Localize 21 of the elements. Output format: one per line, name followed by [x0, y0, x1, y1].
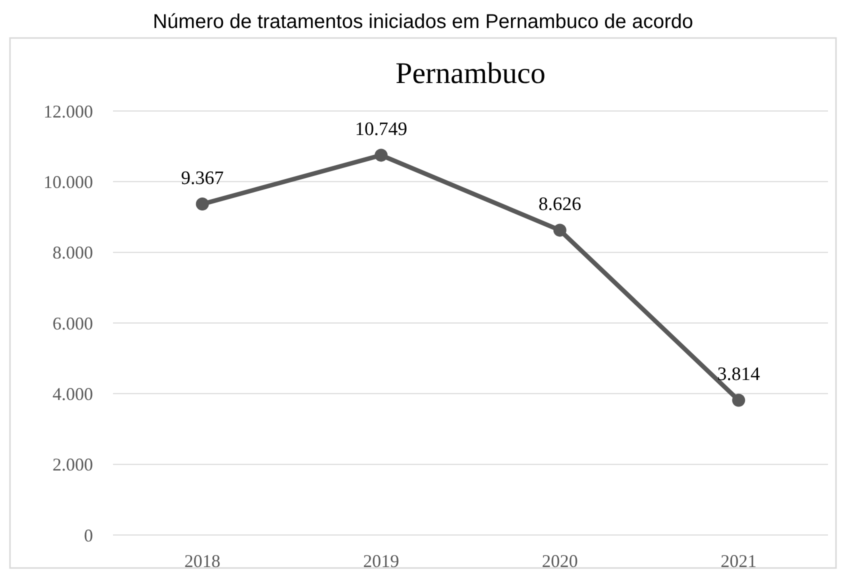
x-tick-label: 2020 [542, 551, 578, 571]
y-tick-label: 10.000 [44, 172, 93, 192]
y-tick-label: 4.000 [52, 384, 93, 404]
data-label: 8.626 [538, 194, 582, 216]
point [732, 394, 746, 407]
data-label: 10.749 [355, 119, 408, 140]
y-tick-label: 2.000 [52, 454, 93, 475]
y-tick-label: 8.000 [52, 242, 93, 263]
y-tick-label: 6.000 [52, 313, 93, 334]
y-tick-label: 12.000 [44, 101, 93, 122]
text: Número de tratamentos iniciados em Pernambuco de acordo [152, 11, 694, 33]
point [553, 224, 566, 237]
data-label: 3.814 [717, 364, 760, 386]
chart-title: Pernambuco [396, 57, 546, 90]
x-tick-label: 2021 [720, 551, 757, 571]
point [196, 198, 209, 211]
data-label: 9.367 [181, 168, 224, 190]
x-tick-label: 2019 [363, 551, 400, 571]
x-tick-label: 2018 [184, 551, 220, 571]
point [374, 148, 388, 162]
y-tick-label: 0 [84, 525, 93, 546]
